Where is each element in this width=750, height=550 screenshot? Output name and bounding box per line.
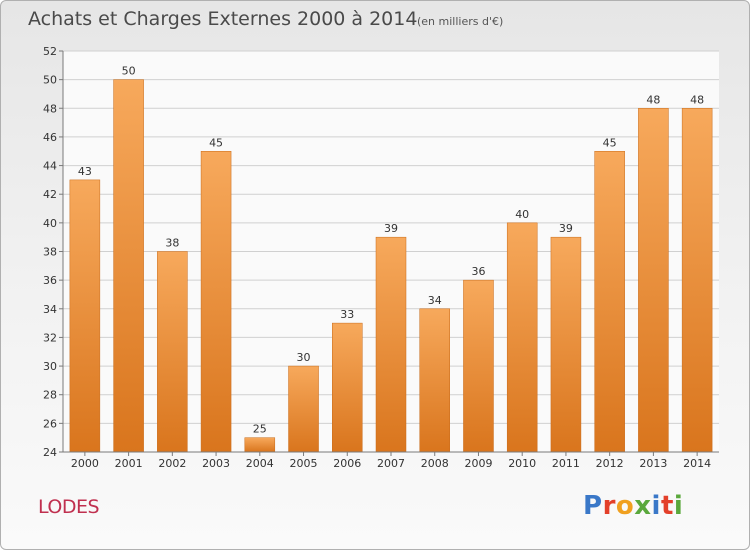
- bar: [419, 308, 450, 453]
- bar: [288, 365, 319, 453]
- bar-value-label: 50: [122, 65, 136, 78]
- x-tick-label: 2002: [158, 457, 186, 470]
- proxiti-logo: Proxiti: [583, 491, 683, 521]
- bar-value-label: 33: [340, 308, 354, 321]
- bar-value-label: 43: [78, 165, 92, 178]
- logo-letter: i: [673, 491, 684, 521]
- x-tick-label: 2009: [464, 457, 492, 470]
- bar: [244, 437, 276, 453]
- x-tick-label: 2008: [421, 457, 449, 470]
- bar-value-label: 34: [428, 294, 442, 307]
- bar: [200, 151, 232, 453]
- bar-value-label: 45: [209, 136, 223, 149]
- y-tick-label: 38: [43, 246, 57, 259]
- chart-title: Achats et Charges Externes 2000 à 2014: [28, 8, 418, 30]
- x-tick-label: 2000: [71, 457, 99, 470]
- bar-value-label: 36: [471, 265, 485, 278]
- bar: [638, 108, 669, 453]
- commune-name: LODES: [38, 496, 100, 518]
- bar: [506, 222, 538, 453]
- y-tick-label: 34: [43, 303, 57, 316]
- logo-letter: P: [583, 491, 603, 521]
- x-tick-label: 2001: [115, 457, 143, 470]
- y-tick-label: 44: [43, 160, 57, 173]
- bar: [332, 322, 363, 453]
- logo-letter: o: [615, 491, 635, 521]
- x-tick-label: 2005: [290, 457, 318, 470]
- bar: [113, 79, 144, 453]
- x-tick-label: 2013: [639, 457, 667, 470]
- bar-value-label: 45: [603, 136, 617, 149]
- chart-subtitle: (en milliers d'€): [417, 15, 504, 28]
- y-tick-label: 42: [43, 188, 57, 201]
- bar: [681, 108, 713, 453]
- y-tick-label: 40: [43, 217, 57, 230]
- x-tick-label: 2010: [508, 457, 536, 470]
- y-tick-label: 46: [43, 131, 57, 144]
- bar: [375, 236, 407, 453]
- y-tick-label: 24: [43, 446, 57, 459]
- bar-value-label: 40: [515, 208, 529, 221]
- y-tick-label: 28: [43, 389, 57, 402]
- bar-value-label: 38: [165, 237, 179, 250]
- bar-value-label: 48: [646, 93, 660, 106]
- x-tick-label: 2004: [246, 457, 274, 470]
- bar-value-label: 25: [253, 423, 267, 436]
- logo-letter: t: [660, 491, 674, 521]
- y-tick-label: 50: [43, 74, 57, 87]
- bar-value-label: 30: [297, 351, 311, 364]
- bar-value-label: 39: [384, 222, 398, 235]
- x-tick-label: 2011: [552, 457, 580, 470]
- x-tick-label: 2014: [683, 457, 711, 470]
- logo-letter: i: [651, 491, 661, 521]
- bar: [550, 236, 582, 453]
- x-tick-label: 2012: [596, 457, 624, 470]
- y-tick-label: 36: [43, 274, 57, 287]
- x-tick-label: 2007: [377, 457, 405, 470]
- y-tick-label: 30: [43, 360, 57, 373]
- bar: [463, 279, 494, 453]
- bar: [594, 151, 625, 453]
- logo-letter: r: [602, 491, 616, 521]
- bar: [69, 179, 101, 453]
- bar-value-label: 48: [690, 93, 704, 106]
- y-tick-label: 26: [43, 417, 57, 430]
- bar: [157, 251, 188, 453]
- x-tick-label: 2003: [202, 457, 230, 470]
- logo-letter: x: [634, 491, 652, 521]
- x-tick-label: 2006: [333, 457, 361, 470]
- y-tick-label: 48: [43, 102, 57, 115]
- y-tick-label: 52: [43, 45, 57, 58]
- bar-value-label: 39: [559, 222, 573, 235]
- y-tick-label: 32: [43, 331, 57, 344]
